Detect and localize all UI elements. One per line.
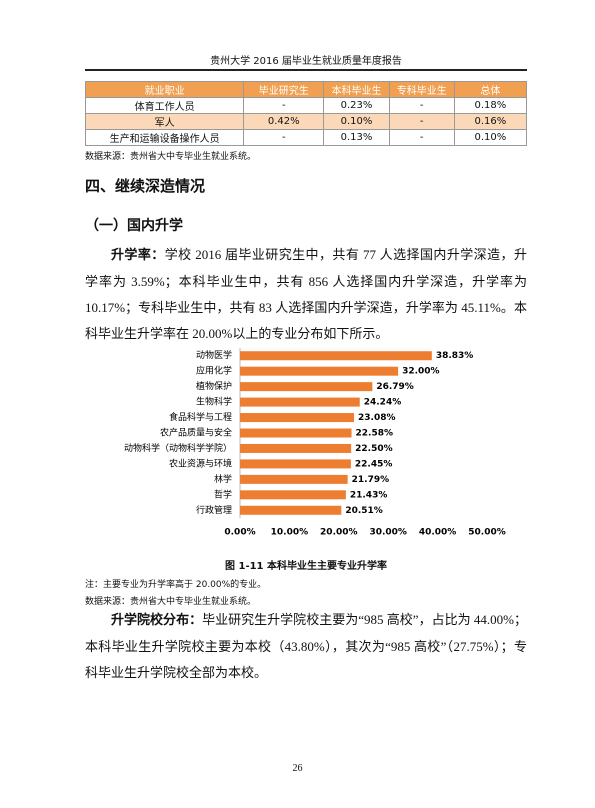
value-label: 21.79% bbox=[352, 475, 390, 485]
occupation-table: 就业职业 毕业研究生 本科毕业生 专科毕业生 总体 体育工作人员 -0.23% -0.18% 军… bbox=[84, 81, 528, 146]
bar bbox=[240, 474, 348, 484]
bar bbox=[240, 443, 352, 453]
value-label: 26.79% bbox=[376, 382, 414, 392]
table-row: 体育工作人员 -0.23% -0.18% bbox=[84, 97, 528, 114]
y-tick-label: 应用化学 bbox=[196, 365, 232, 377]
running-header: 贵州大学 2016 届毕业生就业质量年度报告 bbox=[210, 56, 402, 67]
bar bbox=[240, 428, 352, 438]
table-row: 生产和运输设备操作人员 -0.13% -0.10% bbox=[84, 129, 528, 146]
bar bbox=[240, 351, 432, 361]
column-header: 本科毕业生 bbox=[323, 81, 390, 98]
bar bbox=[240, 382, 373, 392]
value-label: 22.50% bbox=[355, 444, 393, 454]
x-tick-label: 20.00% bbox=[320, 528, 358, 538]
column-header: 总体 bbox=[453, 81, 528, 98]
x-tick-label: 50.00% bbox=[468, 528, 506, 538]
table-cell: 0.16% bbox=[453, 113, 528, 130]
table-cell: - bbox=[243, 129, 325, 146]
table-cell: 0.42% bbox=[243, 113, 325, 130]
column-header: 毕业研究生 bbox=[243, 81, 325, 98]
figure-note: 数据来源：贵州省大中专毕业生就业系统。 bbox=[85, 597, 257, 607]
table-cell: 体育工作人员 bbox=[84, 97, 245, 114]
bar bbox=[240, 413, 355, 423]
table-cell: - bbox=[388, 129, 455, 146]
table-note: 数据来源：贵州省大中专毕业生就业系统。 bbox=[85, 152, 257, 162]
value-label: 21.43% bbox=[350, 490, 388, 500]
value-label: 22.45% bbox=[355, 459, 393, 469]
y-tick-label: 行政管理 bbox=[196, 504, 232, 516]
value-label: 38.83% bbox=[436, 351, 474, 361]
table-cell: 军人 bbox=[84, 113, 245, 130]
column-header: 就业职业 bbox=[84, 81, 245, 98]
value-label: 22.58% bbox=[356, 429, 394, 439]
y-tick-label: 林学 bbox=[214, 473, 232, 485]
x-tick-label: 40.00% bbox=[419, 528, 457, 538]
table-cell: 0.13% bbox=[323, 129, 390, 146]
table-cell: 0.10% bbox=[323, 113, 390, 130]
lead: 升学率： bbox=[111, 248, 165, 263]
table-cell: - bbox=[243, 97, 325, 114]
paragraph: 升学率：学校 2016 届毕业研究生中，共有 77 人选择国内升学深造，升学率为… bbox=[85, 242, 527, 347]
y-tick-label: 动物科学（动物科学学院） bbox=[124, 442, 232, 454]
table-cell: 0.23% bbox=[323, 97, 390, 114]
table-cell: 生产和运输设备操作人员 bbox=[84, 129, 245, 146]
x-tick-label: 0.00% bbox=[224, 528, 255, 538]
page-number: 26 bbox=[292, 763, 303, 774]
paragraph: 升学院校分布：毕业研究生升学院校主要为“985 高校”，占比为 44.00%；本… bbox=[85, 607, 527, 686]
lead: 升学院校分布： bbox=[111, 613, 203, 628]
header-row: 就业职业 毕业研究生 本科毕业生 专科毕业生 总体 bbox=[84, 81, 528, 98]
table-cell: 0.18% bbox=[453, 97, 528, 114]
bar bbox=[240, 490, 346, 500]
bar bbox=[240, 459, 351, 469]
value-label: 23.08% bbox=[358, 413, 396, 423]
value-label: 32.00% bbox=[402, 367, 440, 377]
y-tick-label: 植物保护 bbox=[196, 380, 232, 392]
bar bbox=[240, 397, 360, 407]
chart: 0.00% 10.00% 20.00% 30.00% 40.00% 50.00% 动物医学 3… bbox=[124, 348, 506, 538]
y-tick-label: 农业资源与环境 bbox=[169, 457, 232, 469]
table-row: 军人 0.42% 0.10% -0.16% bbox=[84, 113, 528, 130]
y-tick-label: 农产品质量与安全 bbox=[160, 427, 232, 439]
subsection-heading: （一）国内升学 bbox=[85, 218, 183, 234]
table-cell: - bbox=[388, 97, 455, 114]
table-cell: 0.10% bbox=[453, 129, 528, 146]
y-tick-label: 哲学 bbox=[214, 488, 232, 500]
y-tick-label: 生物科学 bbox=[196, 396, 232, 408]
value-label: 20.51% bbox=[345, 506, 383, 516]
figure-note: 注：主要专业为升学率高于 20.00%的专业。 bbox=[85, 580, 267, 590]
value-label: 24.24% bbox=[364, 398, 402, 408]
y-tick-label: 动物医学 bbox=[196, 349, 232, 361]
table-cell: - bbox=[388, 113, 455, 130]
text: 学校 2016 届毕业研究生中，共有 77 人选择国内升学深造，升学率为 3.5… bbox=[85, 247, 527, 341]
text: 毕业研究生升学院校主要为“985 高校”，占比为 44.00%；本科毕业生升学院… bbox=[85, 612, 527, 680]
section-heading: 四、继续深造情况 bbox=[85, 177, 206, 195]
column-header: 专科毕业生 bbox=[388, 81, 455, 98]
header-rule bbox=[85, 69, 527, 71]
y-tick-label: 食品科学与工程 bbox=[169, 411, 232, 423]
bar bbox=[240, 505, 342, 515]
x-tick-label: 10.00% bbox=[271, 528, 309, 538]
bar bbox=[240, 366, 399, 376]
x-tick-label: 30.00% bbox=[369, 528, 407, 538]
figure-caption: 图 1-11 本科毕业生主要专业升学率 bbox=[225, 561, 387, 572]
